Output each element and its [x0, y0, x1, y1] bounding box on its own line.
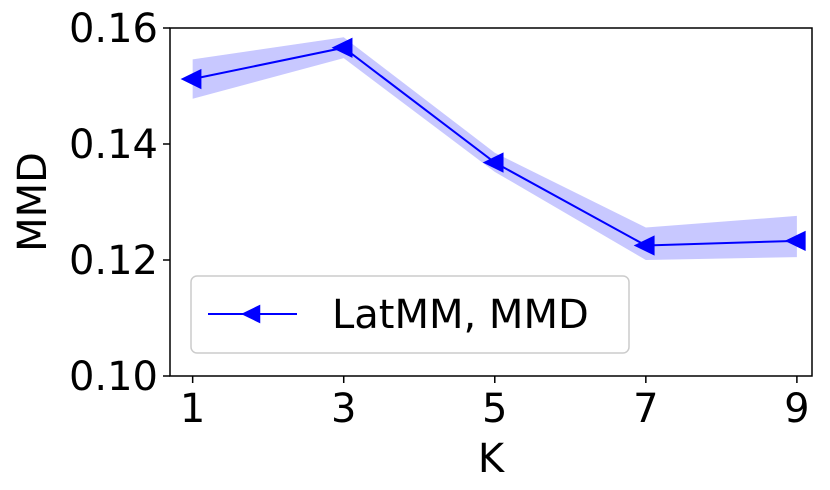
y-tick-label: 0.10: [69, 354, 158, 400]
legend-box: [190, 275, 630, 354]
data-point-marker: [633, 235, 655, 256]
y-axis-label: MMD: [10, 152, 56, 252]
data-point-marker: [482, 152, 504, 173]
series-line: [192, 46, 797, 247]
y-tick-label: 0.12: [69, 238, 158, 284]
x-tick-label: 3: [331, 386, 356, 432]
confidence-band: [192, 37, 797, 260]
data-point-marker: [784, 230, 806, 252]
legend-marker: [241, 304, 261, 324]
y-ticks: 0.10 0.12 0.14 0.16: [69, 6, 170, 400]
marker-layer: [180, 37, 806, 256]
confidence-band-layer: [192, 37, 797, 260]
x-tick-label: 7: [633, 386, 658, 432]
x-tick-label: 1: [180, 386, 205, 432]
x-ticks: 1 3 5 7 9: [180, 376, 810, 432]
y-tick-label: 0.14: [69, 122, 158, 168]
plot-frame: [169, 27, 813, 377]
legend: LatMM, MMD: [190, 275, 630, 354]
data-point-marker: [331, 37, 353, 58]
x-tick-label: 5: [482, 386, 507, 432]
x-tick-label: 9: [784, 386, 809, 432]
x-axis-label: K: [478, 436, 506, 482]
legend-label: LatMM, MMD: [332, 292, 589, 338]
y-tick-label: 0.16: [69, 6, 158, 52]
series-line-layer: [192, 46, 797, 247]
data-point-marker: [180, 68, 202, 90]
